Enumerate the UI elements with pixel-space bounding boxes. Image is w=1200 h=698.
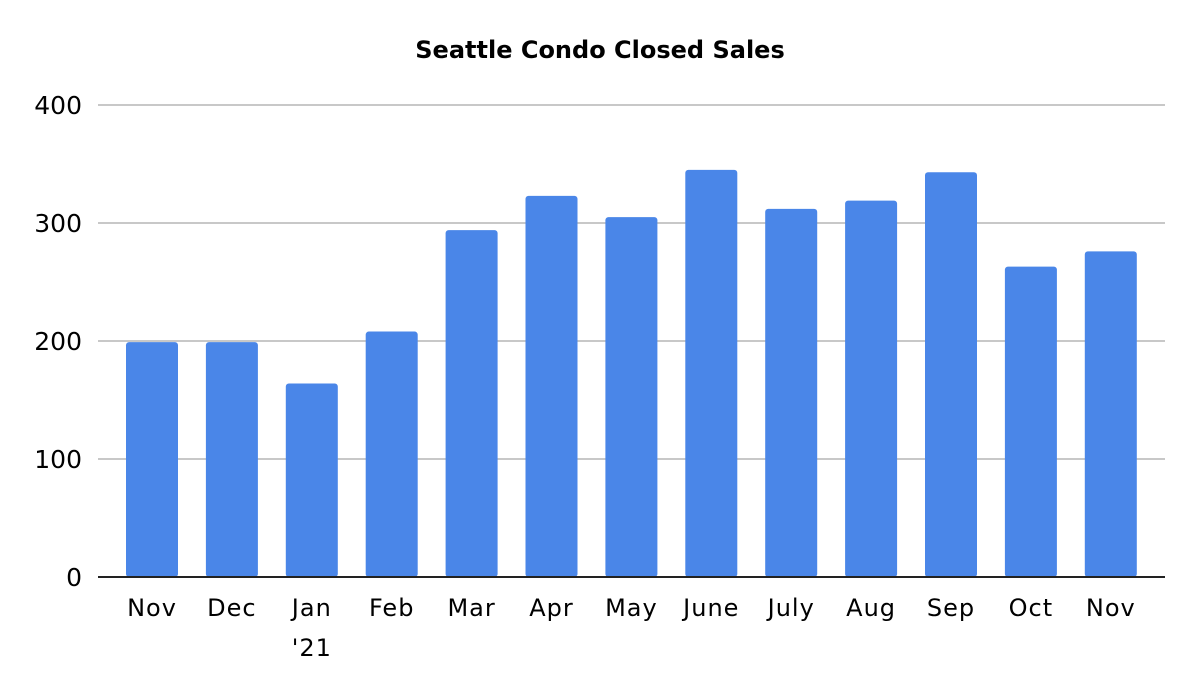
y-tick-label: 100: [34, 445, 82, 474]
x-category-label: Aug: [846, 594, 896, 622]
x-category-label: July: [766, 594, 815, 622]
bars: [126, 169, 1137, 578]
y-axis-ticks: 0 100 200 300 400: [34, 91, 82, 592]
bar: [445, 230, 498, 577]
y-tick-label: 200: [34, 327, 82, 356]
x-category-label: Feb: [369, 594, 415, 622]
y-tick-label: 0: [66, 563, 82, 592]
x-category-label: Nov: [1086, 594, 1136, 622]
x-axis-categories: Nov Dec Jan '21 Feb Mar Apr May June July Aug Sep Oc…: [127, 594, 1136, 662]
bar: [845, 200, 898, 577]
bar: [285, 383, 338, 577]
x-category-label: Dec: [207, 594, 256, 622]
chart-title: Seattle Condo Closed Sales: [415, 36, 784, 64]
x-category-sublabel: '21: [292, 634, 332, 662]
bar: [126, 342, 178, 577]
x-category-label: Oct: [1009, 594, 1054, 622]
bar: [205, 342, 258, 577]
x-category-label: Nov: [127, 594, 177, 622]
x-category-label: June: [681, 594, 739, 622]
x-category-label: Sep: [927, 594, 975, 622]
bar: [525, 195, 578, 578]
bar: [365, 331, 418, 577]
bar: [925, 172, 977, 577]
y-tick-label: 400: [34, 91, 82, 120]
bar: [605, 217, 658, 577]
y-tick-label: 300: [34, 209, 82, 238]
x-category-label: Jan: [290, 594, 332, 622]
x-category-label: Mar: [447, 594, 495, 622]
bar: [765, 208, 818, 577]
x-category-label: May: [605, 594, 658, 622]
x-category-label: Apr: [529, 594, 574, 622]
bar: [1004, 266, 1057, 577]
bar: [685, 169, 738, 577]
bar: [1084, 251, 1137, 577]
